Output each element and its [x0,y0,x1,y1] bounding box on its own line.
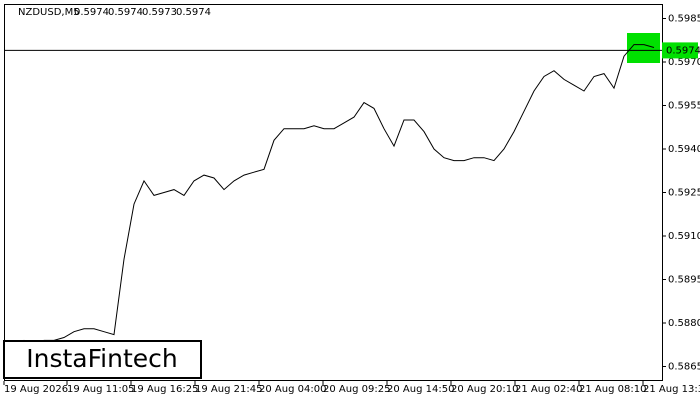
ohlc-low: 0.5973 [142,7,177,18]
y-tick-label: 0.5865 [668,362,700,373]
last-price-label: 0.5974 [666,45,700,56]
x-tick-label: 21 Aug 08:10 [579,384,646,395]
ohlc-open: 0.5974 [74,7,109,18]
y-tick-label: 0.5985 [668,14,700,25]
y-tick-label: 0.5955 [668,101,700,112]
y-tick-label: 0.5940 [668,144,700,155]
x-tick-label: 19 Aug 21:45 [195,384,262,395]
y-tick-label: 0.5895 [668,275,700,286]
y-tick-label: 0.5880 [668,318,700,329]
x-tick-label: 19 Aug 11:05 [67,384,134,395]
symbol-title: NZDUSD,M5 [18,7,80,18]
ohlc-high: 0.5974 [108,7,143,18]
y-tick-label: 0.5970 [668,57,700,68]
plot-frame [4,4,663,381]
last-price-box [662,42,698,59]
x-tick-label: 20 Aug 09:25 [323,384,390,395]
x-tick-label: 20 Aug 04:00 [259,384,326,395]
y-tick-label: 0.5910 [668,231,700,242]
x-tick-label: 20 Aug 20:10 [451,384,518,395]
logo-box [3,340,202,379]
x-tick-label: 21 Aug 13:30 [643,384,700,395]
y-tick-label: 0.5925 [668,188,700,199]
x-tick-label: 19 Aug 16:25 [131,384,198,395]
logo: InstaFintech [26,344,178,373]
ohlc-close: 0.5974 [176,7,211,18]
x-tick-label: 21 Aug 02:40 [515,384,582,395]
x-tick-label: 20 Aug 14:50 [387,384,454,395]
x-tick-label: 19 Aug 2026 [4,384,68,395]
price-line [4,44,655,344]
pattern-highlight [627,33,660,63]
